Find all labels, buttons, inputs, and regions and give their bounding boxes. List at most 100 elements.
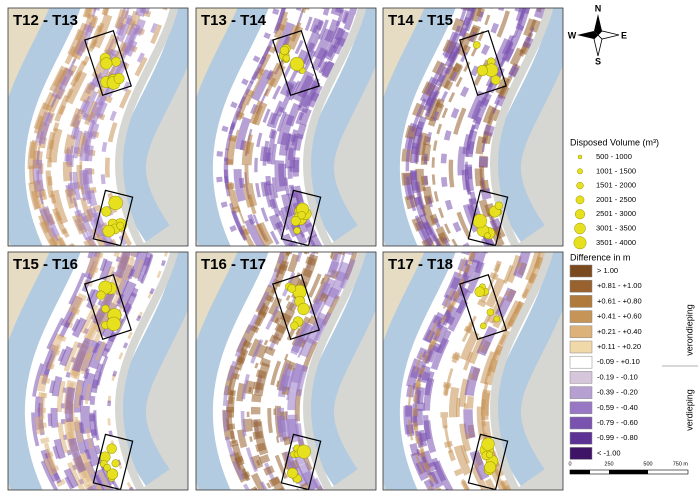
disposal-circle	[287, 467, 298, 479]
volume-symbol	[575, 195, 585, 205]
disposal-circle	[282, 54, 290, 62]
depth-change	[56, 252, 120, 490]
depth-change	[252, 252, 320, 490]
depth-change	[478, 8, 546, 246]
difference-swatch	[569, 355, 593, 369]
difference-label: +0.41 - +0.60	[597, 312, 642, 321]
depth-change	[240, 252, 303, 490]
disposal-circle	[289, 56, 305, 71]
depth-change	[79, 8, 140, 246]
difference-swatch	[569, 325, 593, 339]
difference-label: < -1.00	[597, 448, 621, 457]
scale-bar	[569, 469, 689, 475]
disposal-area	[272, 274, 320, 340]
depth-change	[50, 252, 116, 490]
difference-swatch	[569, 386, 593, 399]
volume-label: 2501 - 3000	[596, 209, 636, 218]
disposal-area	[459, 274, 507, 340]
scale-label: 250	[604, 461, 613, 467]
depth-change	[407, 252, 468, 490]
disposal-box	[92, 433, 134, 490]
disposal-box	[84, 30, 132, 96]
disposal-area	[84, 274, 132, 340]
depth-change	[233, 8, 300, 246]
depth-change	[223, 8, 287, 246]
depth-change	[455, 252, 518, 490]
difference-title: Difference in m	[570, 252, 630, 262]
depth-change	[72, 8, 135, 246]
depth-change	[271, 8, 333, 246]
depth-change	[448, 8, 511, 246]
panel-content	[196, 252, 376, 490]
panel-border	[7, 251, 189, 491]
map-panel: T13 - T14	[195, 7, 377, 247]
lower-label: verdieping	[684, 389, 694, 431]
disposal-circle	[116, 221, 125, 230]
disposal-box	[459, 30, 507, 96]
bank-edge	[115, 8, 179, 246]
depth-change	[47, 252, 110, 490]
sandbank	[8, 8, 78, 158]
depth-change	[410, 8, 475, 246]
disposal-area	[84, 30, 132, 96]
difference-label: +0.11 - +0.20	[597, 342, 641, 351]
difference-label: > 1.00	[597, 266, 618, 275]
disposal-area	[92, 189, 134, 246]
depth-change	[431, 8, 493, 246]
disposal-circle	[287, 284, 297, 293]
depth-change	[423, 8, 485, 246]
depth-change	[31, 252, 93, 490]
volume-title: Disposed Volume (m³)	[570, 137, 659, 147]
sandbank	[383, 252, 453, 402]
disposal-circle	[279, 45, 289, 55]
panel-title: T14 - T15	[388, 12, 453, 29]
disposal-circle	[106, 468, 119, 480]
sandbank	[8, 252, 78, 402]
depth-change	[448, 252, 516, 490]
volume-label: 3501 - 4000	[596, 238, 636, 247]
volume-symbol	[576, 181, 584, 190]
depth-change	[104, 8, 168, 246]
depth-change	[259, 8, 328, 246]
map-panel: T15 - T16	[7, 251, 189, 491]
depth-change	[62, 8, 130, 246]
difference-label: -0.99 - -0.80	[597, 433, 638, 442]
difference-swatch	[569, 340, 593, 354]
channel	[212, 8, 364, 246]
depth-change	[440, 8, 505, 246]
disposal-circle	[290, 321, 299, 330]
panel-border	[382, 251, 564, 491]
volume-label: 2001 - 2500	[596, 195, 636, 204]
depth-change	[34, 252, 101, 490]
depth-change	[235, 252, 301, 490]
panel-content	[196, 8, 376, 246]
disposal-circle	[476, 64, 488, 77]
difference-swatch	[569, 310, 593, 323]
depth-change	[410, 8, 475, 246]
depth-change	[294, 252, 359, 490]
depth-change	[78, 252, 141, 490]
disposal-circle	[474, 286, 485, 298]
difference-swatch	[569, 371, 593, 384]
depth-change	[250, 252, 319, 490]
sandbank	[383, 8, 453, 158]
bank-edge	[490, 8, 554, 246]
depth-change	[246, 252, 308, 490]
disposal-circle	[480, 322, 487, 330]
depth-change	[69, 8, 130, 246]
difference-swatch	[569, 416, 593, 430]
depth-change	[287, 8, 351, 246]
map-panel: T17 - T18	[382, 251, 564, 491]
panel-title: T17 - T18	[388, 256, 453, 273]
disposal-circle	[297, 211, 306, 220]
difference-label: -0.59 - -0.40	[597, 403, 638, 412]
bank-edge	[303, 8, 367, 246]
volume-symbol	[573, 236, 587, 250]
scale-label: 750 m	[673, 461, 689, 467]
compass-n: N	[595, 3, 602, 13]
disposal-box	[92, 189, 134, 246]
depth-change	[412, 252, 476, 490]
depth-change	[226, 252, 287, 490]
depth-change	[84, 252, 146, 490]
disposal-area	[272, 30, 320, 96]
